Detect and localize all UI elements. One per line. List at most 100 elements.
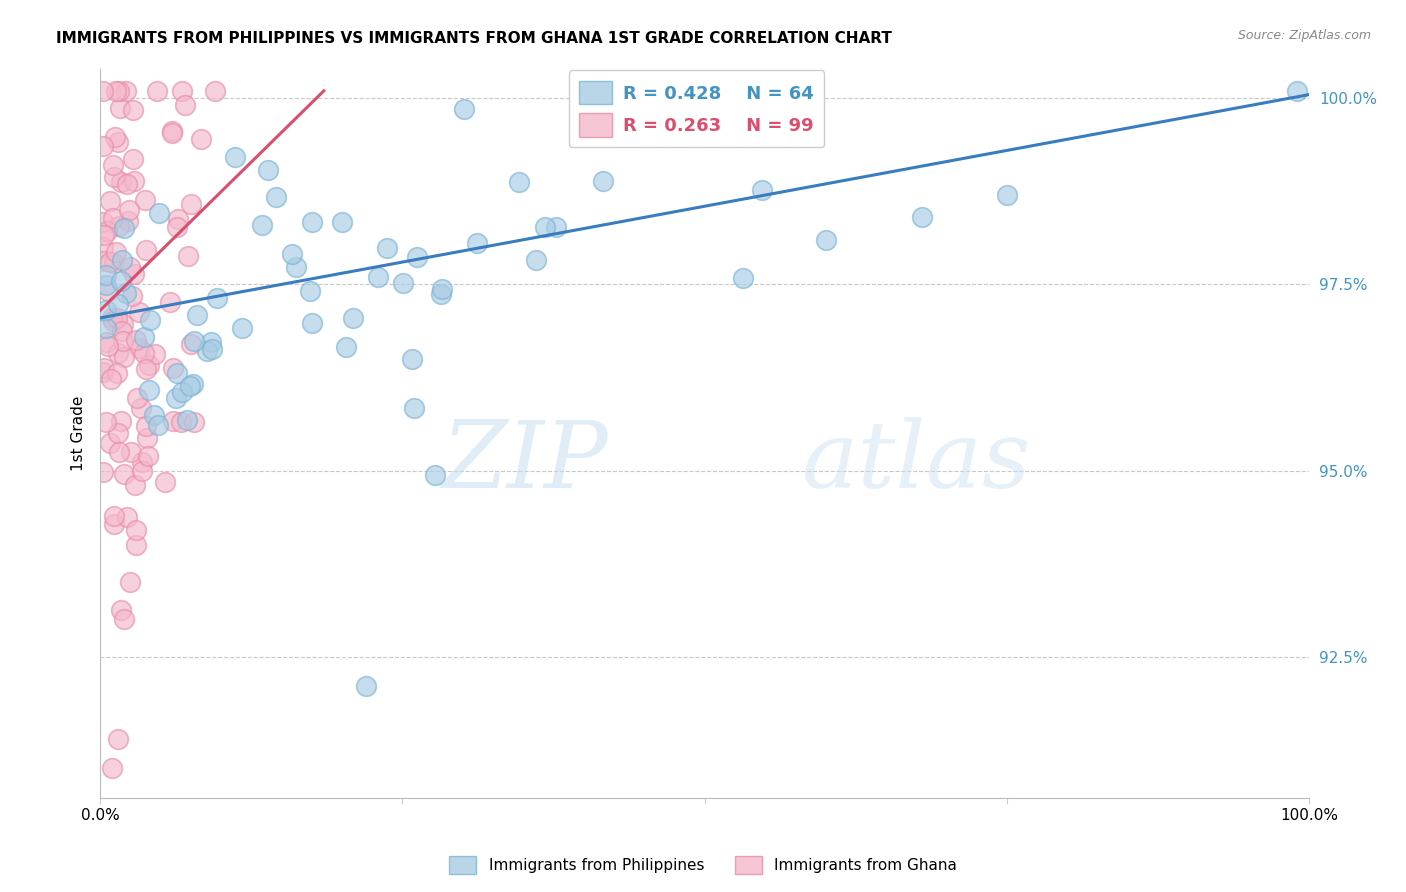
Point [429,287,451,301]
Point [335,340,357,354]
Point [430,282,453,296]
Point [135,361,157,376]
Point [100,194,122,208]
Point [131,455,153,469]
Point [115,178,138,192]
Point [110,175,132,189]
Point [176,413,198,427]
Point [122,174,145,188]
Point [107,345,129,359]
Point [105,84,128,98]
Point [183,334,205,349]
Point [1286,84,1309,98]
Point [96,277,118,292]
Point [181,376,204,391]
Point [108,219,131,233]
Point [110,252,132,267]
Point [643,110,665,124]
Point [91,215,114,229]
Point [138,449,160,463]
Point [96,335,118,350]
Point [173,98,195,112]
Point [142,408,165,422]
Point [125,333,148,347]
Point [134,346,156,360]
Point [129,401,152,415]
Point [136,431,159,445]
Point [112,221,135,235]
Point [117,510,139,524]
Point [110,603,132,617]
Point [465,236,488,251]
Point [911,211,934,225]
Point [508,175,530,189]
Point [131,463,153,477]
Point [91,84,114,98]
Point [162,414,184,428]
Text: Source: ZipAtlas.com: Source: ZipAtlas.com [1237,29,1371,42]
Point [284,260,307,274]
Point [592,174,614,188]
Point [190,132,212,146]
Point [96,321,118,335]
Point [127,391,149,405]
Point [166,219,188,234]
Point [257,163,280,178]
Point [165,392,187,406]
Point [103,516,125,531]
Point [751,183,773,197]
Point [301,317,323,331]
Point [231,321,253,335]
Point [122,103,145,118]
Point [120,575,142,590]
Point [124,267,146,281]
Point [170,84,193,98]
Point [103,508,125,523]
Point [195,344,218,359]
Point [148,206,170,220]
Point [121,153,143,167]
Point [731,271,754,285]
Point [107,731,129,746]
Point [342,311,364,326]
Point [93,227,115,242]
Text: IMMIGRANTS FROM PHILIPPINES VS IMMIGRANTS FROM GHANA 1ST GRADE CORRELATION CHART: IMMIGRANTS FROM PHILIPPINES VS IMMIGRANT… [56,31,893,46]
Point [114,84,136,98]
Point [112,350,135,364]
Point [162,360,184,375]
Point [111,325,134,339]
Point [96,268,118,282]
Point [135,243,157,257]
Point [110,274,132,288]
Point [155,475,177,489]
Point [135,418,157,433]
Point [105,310,128,325]
Point [391,276,413,290]
Point [205,291,228,305]
Point [330,214,353,228]
Point [250,218,273,232]
Point [354,680,377,694]
Point [200,342,222,356]
Point [96,223,118,237]
Point [224,150,246,164]
Point [298,284,321,298]
Point [128,341,150,355]
Point [125,523,148,537]
Point [166,212,188,227]
Point [138,383,160,397]
Point [108,101,131,115]
Point [143,347,166,361]
Point [546,220,568,235]
Point [146,417,169,432]
Point [97,284,120,298]
Point [128,304,150,318]
Point [112,612,135,626]
Point [180,337,202,351]
Point [125,538,148,552]
Point [105,244,128,259]
Point [180,196,202,211]
Point [134,329,156,343]
Point [108,445,131,459]
Point [107,135,129,149]
